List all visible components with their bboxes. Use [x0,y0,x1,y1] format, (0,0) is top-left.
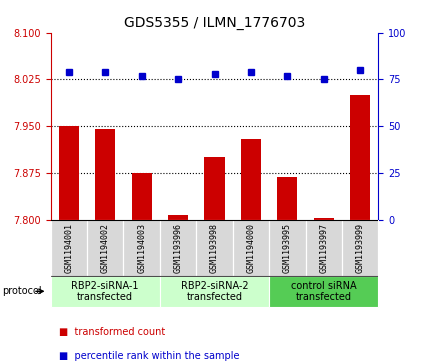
Bar [269,220,305,276]
Bar [95,129,115,220]
Title: GDS5355 / ILMN_1776703: GDS5355 / ILMN_1776703 [124,16,305,30]
Bar [132,173,152,220]
Bar [160,276,269,307]
Bar [196,220,233,276]
Text: protocol: protocol [2,286,42,296]
Bar [277,177,297,220]
Text: GSM1193996: GSM1193996 [173,223,183,273]
Text: GSM1193995: GSM1193995 [283,223,292,273]
Bar [205,157,224,220]
Text: GSM1193999: GSM1193999 [356,223,365,273]
Bar [350,95,370,220]
Bar [51,276,160,307]
Text: RBP2-siRNA-1
transfected: RBP2-siRNA-1 transfected [71,281,139,302]
Bar [233,220,269,276]
Text: GSM1193997: GSM1193997 [319,223,328,273]
Text: GSM1194003: GSM1194003 [137,223,146,273]
Text: GSM1194002: GSM1194002 [101,223,110,273]
Text: GSM1193998: GSM1193998 [210,223,219,273]
Bar [342,220,378,276]
Text: GSM1194001: GSM1194001 [64,223,73,273]
Bar [168,215,188,220]
Text: ■  transformed count: ■ transformed count [59,327,165,337]
Bar [241,139,261,220]
Bar [314,219,334,220]
Bar [51,220,87,276]
Bar [87,220,124,276]
Bar [305,220,342,276]
Text: ■  percentile rank within the sample: ■ percentile rank within the sample [59,351,240,361]
Bar [59,126,79,220]
Bar [160,220,196,276]
Bar [124,220,160,276]
Bar [269,276,378,307]
Text: RBP2-siRNA-2
transfected: RBP2-siRNA-2 transfected [181,281,248,302]
Text: control siRNA
transfected: control siRNA transfected [291,281,356,302]
Text: GSM1194000: GSM1194000 [246,223,256,273]
